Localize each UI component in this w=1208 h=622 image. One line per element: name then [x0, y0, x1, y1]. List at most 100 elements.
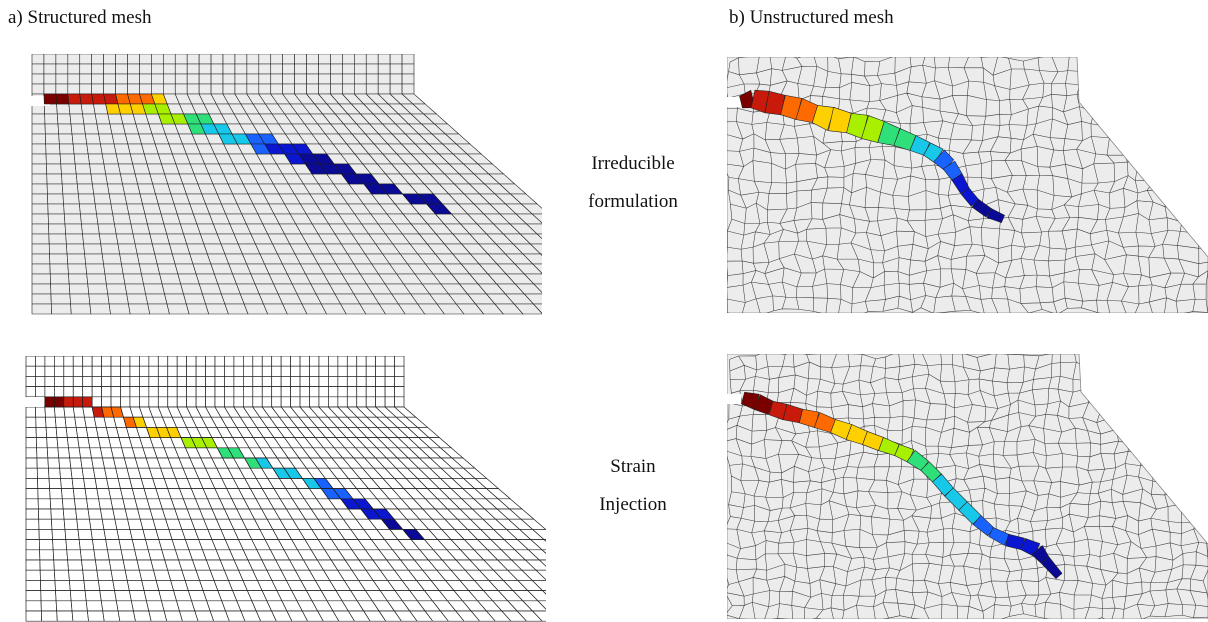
mesh-cell [318, 365, 329, 377]
mesh-cell [195, 356, 206, 367]
mesh-cell [83, 580, 101, 591]
mesh-cell [521, 569, 546, 581]
mesh-cell [401, 73, 415, 85]
mesh-cell [539, 253, 542, 256]
mesh-cell [186, 386, 197, 398]
mesh-cell [63, 365, 74, 377]
mesh-cell [87, 283, 109, 295]
mesh-cell [261, 376, 273, 387]
mesh-cell [79, 63, 92, 75]
mesh-cell [47, 203, 65, 215]
mesh-cell [91, 54, 104, 65]
mesh-cell [25, 365, 36, 377]
mesh-cell [233, 396, 244, 408]
mesh-cell [72, 143, 89, 155]
mesh-cell [89, 303, 111, 315]
damaged-element [79, 93, 94, 105]
mesh-cell [74, 498, 89, 510]
mesh-cell [529, 539, 546, 551]
mesh-cell [48, 233, 67, 245]
mesh-cell [328, 376, 339, 387]
mesh-cell [43, 83, 57, 95]
mesh-cell [195, 376, 206, 387]
mesh-cell [25, 559, 41, 571]
mesh-cell [97, 223, 117, 235]
mesh-cell [31, 303, 52, 315]
mesh-cell [394, 396, 405, 408]
mesh-cell [35, 427, 48, 438]
mesh-cell [346, 396, 358, 408]
mesh-cell [294, 54, 307, 65]
mesh-cell [56, 437, 69, 449]
mesh-cell [365, 365, 376, 377]
mesh-cell [139, 73, 152, 85]
mesh-cell [377, 73, 391, 85]
mesh-cell [525, 223, 542, 235]
mesh-cell [110, 365, 121, 377]
mesh-cell [25, 498, 39, 510]
mesh-cell [130, 223, 151, 235]
mesh-cell [129, 356, 140, 367]
mesh-cell [346, 365, 358, 377]
mesh-cell [233, 365, 244, 377]
mesh-cell [55, 63, 69, 75]
mesh-cell [25, 406, 37, 418]
mesh-cell [59, 467, 73, 479]
mesh-cell [270, 73, 283, 85]
mesh-cell [115, 83, 128, 95]
mesh-cell [83, 243, 103, 255]
mesh-cell [532, 263, 542, 274]
mesh-cell [45, 153, 62, 165]
mesh-cell [54, 365, 65, 377]
mesh-cell [328, 356, 339, 367]
mesh-cell [31, 273, 51, 285]
mesh-cell [90, 529, 107, 540]
mesh-cell [76, 183, 95, 195]
mesh-cell [151, 63, 164, 75]
mesh-cell [91, 386, 102, 398]
mesh-cell [389, 54, 403, 65]
mesh-cell [252, 365, 263, 377]
mesh-cell [394, 365, 405, 377]
mesh-cell [147, 223, 168, 235]
mesh-cell [328, 396, 339, 408]
damaged-element [893, 128, 917, 151]
mesh-cell [167, 365, 178, 377]
mesh-cell [61, 498, 76, 510]
damaged-element [764, 90, 786, 116]
damage-band [739, 89, 1005, 224]
mesh-cell [176, 356, 187, 367]
mesh-cell [49, 488, 63, 500]
damaged-element [740, 391, 760, 411]
mesh-cell [270, 63, 283, 75]
mesh-cell [25, 488, 39, 500]
mesh-cell [115, 600, 134, 612]
mesh-cell [365, 63, 379, 75]
mesh-cell [128, 590, 147, 602]
mesh-cell [38, 508, 52, 520]
mesh-cell [44, 123, 59, 135]
mesh-cell [156, 263, 179, 275]
mesh-cell [92, 539, 108, 551]
mesh-cell [89, 518, 105, 530]
mesh-cell [96, 213, 115, 225]
mesh-cell [38, 529, 53, 540]
mesh-cell [99, 508, 116, 520]
mesh-cell [161, 283, 184, 295]
mesh-cell [105, 173, 123, 185]
mesh-cell [149, 233, 170, 245]
mesh-cell [96, 569, 114, 581]
mesh-cell [186, 73, 200, 85]
mesh-cell [64, 416, 77, 428]
mesh-cell [103, 73, 116, 85]
mesh-cell [375, 386, 386, 398]
mesh-cell [90, 173, 108, 185]
mesh-cell [83, 123, 100, 135]
mesh-cell [63, 356, 74, 367]
mesh-cell [342, 83, 355, 95]
mesh-cell [45, 416, 57, 428]
damaged-element [426, 203, 453, 215]
mesh-cell [110, 569, 128, 581]
mesh-cell [69, 293, 91, 305]
mesh-cell [299, 365, 310, 377]
